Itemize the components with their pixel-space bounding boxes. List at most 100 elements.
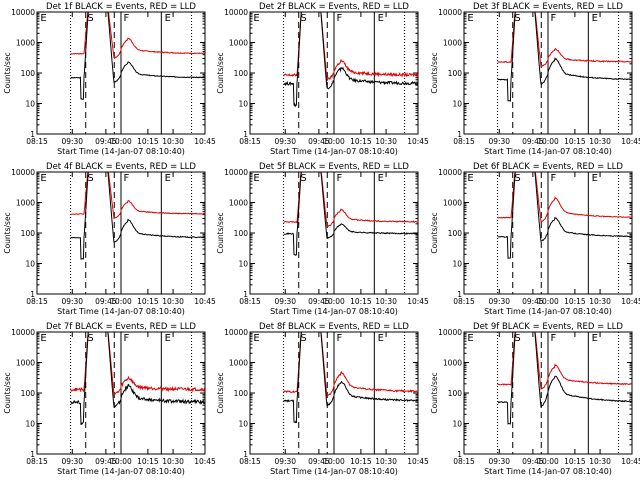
x-tick-label: 09:45 — [522, 297, 544, 306]
x-tick-label: 09:30 — [274, 137, 296, 146]
x-tick-label: 10:45 — [407, 297, 429, 306]
y-tick-label: 1000 — [229, 359, 248, 368]
y-tick-label: 1 — [30, 290, 35, 299]
interval-marker-label: F — [124, 173, 130, 184]
x-tick-label: 09:45 — [308, 457, 330, 466]
detector-panel-3: Det 3f BLACK = Events, RED = LLD 1 10 100 10… — [430, 2, 640, 156]
y-tick-label: 1 — [457, 130, 462, 139]
x-tick-label: 10:00 — [537, 297, 559, 306]
y-tick-label: 1000 — [229, 39, 248, 48]
x-tick-label: 10:15 — [137, 457, 159, 466]
x-tick-label: 09:30 — [488, 137, 510, 146]
events-series-line — [283, 11, 419, 108]
interval-marker-label: E — [165, 13, 171, 24]
panel-title: Det 6f BLACK = Events, RED = LLD — [473, 162, 623, 172]
y-tick-label: 100 — [234, 69, 249, 78]
y-axis-label: Counts/sec — [216, 372, 225, 413]
x-axis-label: Start Time (14-Jan-07 08:10:40) — [270, 467, 398, 476]
interval-marker-label: F — [337, 13, 343, 24]
x-tick-label: 10:00 — [537, 137, 559, 146]
detector-panel-2: Det 2f BLACK = Events, RED = LLD 1 10 100 10… — [216, 2, 429, 156]
detector-panel-6: Det 6f BLACK = Events, RED = LLD 1 10 100 10… — [430, 162, 640, 316]
detector-panel-1: Det 1f BLACK = Events, RED = LLD 1 10 100 10… — [3, 2, 216, 156]
interval-marker-label: E — [467, 13, 473, 24]
detector-panel-4: Det 4f BLACK = Events, RED = LLD 1 10 100 10… — [3, 162, 216, 316]
events-series-line — [283, 331, 419, 424]
interval-marker-label: E — [592, 13, 598, 24]
x-axis-label: Start Time (14-Jan-07 08:10:40) — [484, 307, 612, 316]
x-tick-label: 08:15 — [453, 137, 475, 146]
x-axis-label: Start Time (14-Jan-07 08:10:40) — [57, 467, 185, 476]
y-tick-label: 10 — [452, 420, 462, 429]
interval-marker-label: E — [40, 13, 46, 24]
interval-marker-label: S — [300, 173, 306, 184]
y-tick-label: 10 — [452, 100, 462, 109]
x-tick-label: 10:45 — [194, 137, 216, 146]
y-tick-label: 100 — [448, 69, 463, 78]
y-tick-label: 10 — [25, 260, 35, 269]
interval-marker-label: S — [514, 333, 520, 344]
panel-title: Det 5f BLACK = Events, RED = LLD — [259, 162, 409, 172]
y-tick-label: 10000 — [438, 8, 462, 17]
x-axis-label: Start Time (14-Jan-07 08:10:40) — [270, 147, 398, 156]
y-tick-label: 1 — [457, 290, 462, 299]
interval-marker-label: E — [40, 173, 46, 184]
x-tick-label: 08:15 — [239, 297, 261, 306]
y-tick-label: 10000 — [224, 328, 248, 337]
events-series-line — [70, 11, 206, 100]
x-tick-label: 10:30 — [162, 137, 184, 146]
x-tick-label: 08:15 — [239, 137, 261, 146]
panel-title: Det 4f BLACK = Events, RED = LLD — [46, 162, 196, 172]
y-axis-label: Counts/sec — [216, 52, 225, 93]
events-series-line — [497, 11, 633, 102]
y-tick-label: 1000 — [16, 359, 35, 368]
y-tick-label: 10000 — [11, 8, 35, 17]
interval-marker-label: F — [124, 333, 130, 344]
x-tick-label: 10:30 — [162, 457, 184, 466]
y-tick-label: 10 — [238, 260, 248, 269]
y-tick-label: 1 — [243, 450, 248, 459]
x-tick-label: 10:45 — [621, 297, 640, 306]
y-tick-label: 100 — [21, 229, 36, 238]
y-tick-label: 10000 — [224, 168, 248, 177]
y-axis-label: Counts/sec — [3, 212, 12, 253]
x-tick-label: 08:15 — [239, 457, 261, 466]
x-tick-label: 10:30 — [589, 137, 611, 146]
x-tick-label: 10:45 — [407, 457, 429, 466]
x-tick-label: 09:45 — [308, 297, 330, 306]
x-tick-label: 09:45 — [95, 457, 117, 466]
y-tick-label: 1 — [243, 290, 248, 299]
x-tick-label: 10:30 — [375, 457, 397, 466]
y-tick-label: 100 — [234, 389, 249, 398]
y-tick-label: 10 — [25, 420, 35, 429]
x-tick-label: 09:30 — [61, 297, 83, 306]
y-tick-label: 10 — [25, 100, 35, 109]
interval-marker-label: F — [551, 333, 557, 344]
y-tick-label: 100 — [448, 229, 463, 238]
y-tick-label: 100 — [21, 69, 36, 78]
y-tick-label: 1000 — [443, 39, 462, 48]
interval-marker-label: S — [87, 173, 93, 184]
x-axis-label: Start Time (14-Jan-07 08:10:40) — [484, 467, 612, 476]
interval-marker-label: S — [87, 13, 93, 24]
x-tick-label: 08:15 — [26, 297, 48, 306]
y-tick-label: 10 — [238, 420, 248, 429]
x-tick-label: 09:30 — [61, 137, 83, 146]
x-tick-label: 10:30 — [375, 137, 397, 146]
x-tick-label: 09:45 — [522, 457, 544, 466]
x-axis-label: Start Time (14-Jan-07 08:10:40) — [484, 147, 612, 156]
panel-title: Det 9f BLACK = Events, RED = LLD — [473, 322, 623, 332]
y-tick-label: 1000 — [16, 199, 35, 208]
events-series-line — [497, 331, 633, 425]
x-axis-label: Start Time (14-Jan-07 08:10:40) — [57, 147, 185, 156]
x-tick-label: 10:30 — [375, 297, 397, 306]
y-axis-label: Counts/sec — [3, 52, 12, 93]
x-tick-label: 09:45 — [308, 137, 330, 146]
interval-marker-label: S — [514, 173, 520, 184]
interval-marker-label: S — [300, 333, 306, 344]
y-tick-label: 1000 — [229, 199, 248, 208]
events-series-line — [497, 171, 633, 259]
events-series-line — [283, 171, 419, 256]
interval-marker-label: E — [40, 333, 46, 344]
